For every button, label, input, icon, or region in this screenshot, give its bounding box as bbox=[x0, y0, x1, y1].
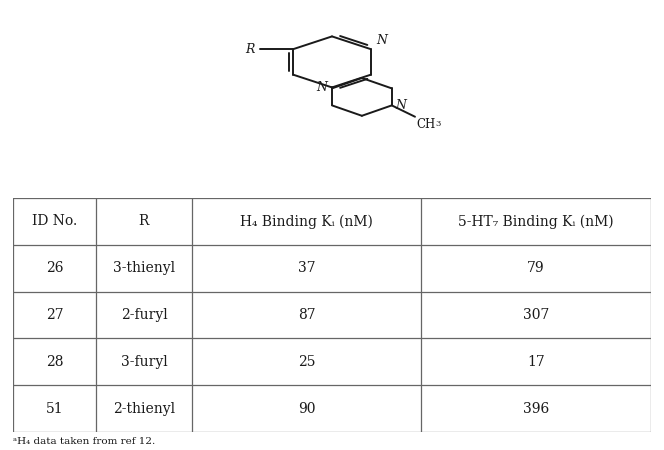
Text: R: R bbox=[139, 214, 149, 229]
Text: 26: 26 bbox=[46, 261, 64, 275]
Text: N: N bbox=[316, 81, 327, 94]
Text: 2-thienyl: 2-thienyl bbox=[113, 401, 175, 416]
Text: 5-HT₇ Binding Kᵢ (nM): 5-HT₇ Binding Kᵢ (nM) bbox=[458, 214, 614, 229]
Text: 90: 90 bbox=[297, 401, 315, 416]
Text: 25: 25 bbox=[297, 355, 315, 369]
Text: 17: 17 bbox=[527, 355, 545, 369]
Text: 87: 87 bbox=[297, 308, 315, 322]
Text: ID No.: ID No. bbox=[32, 214, 77, 229]
Text: N: N bbox=[396, 99, 407, 112]
Text: 3: 3 bbox=[436, 120, 441, 128]
Text: 307: 307 bbox=[523, 308, 549, 322]
Text: 28: 28 bbox=[46, 355, 64, 369]
Text: ᵃH₄ data taken from ref 12.: ᵃH₄ data taken from ref 12. bbox=[13, 436, 155, 446]
Text: 27: 27 bbox=[46, 308, 64, 322]
Text: R: R bbox=[246, 43, 255, 56]
Text: 396: 396 bbox=[523, 401, 549, 416]
Text: 3-thienyl: 3-thienyl bbox=[113, 261, 175, 275]
Text: 2-furyl: 2-furyl bbox=[121, 308, 167, 322]
Text: N: N bbox=[376, 34, 387, 47]
Text: H₄ Binding Kᵢ (nM): H₄ Binding Kᵢ (nM) bbox=[240, 214, 373, 229]
Text: 79: 79 bbox=[527, 261, 544, 275]
Text: 51: 51 bbox=[46, 401, 64, 416]
Text: CH: CH bbox=[417, 117, 436, 130]
Text: 37: 37 bbox=[297, 261, 315, 275]
Text: 3-furyl: 3-furyl bbox=[121, 355, 167, 369]
